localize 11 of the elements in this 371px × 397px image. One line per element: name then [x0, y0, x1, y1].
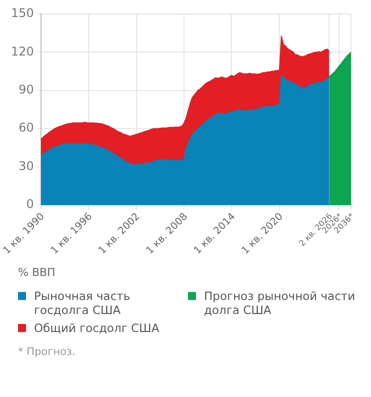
y-tick-label: 0: [26, 197, 34, 212]
legend-label: Общий госдолг США: [34, 321, 160, 335]
y-tick-label: 150: [11, 6, 34, 20]
y-tick-label: 90: [18, 82, 34, 97]
text: * Прогноз.: [18, 346, 76, 358]
y-axis-title: % ВВП: [18, 266, 56, 279]
y-tick-label: 60: [18, 120, 34, 135]
legend-label: Прогноз рыночной части долга США: [204, 289, 356, 317]
y-tick-label: 30: [18, 158, 34, 173]
legend-label: Рыночная часть госдолга США: [34, 289, 132, 317]
y-tick-label: 120: [11, 44, 34, 58]
